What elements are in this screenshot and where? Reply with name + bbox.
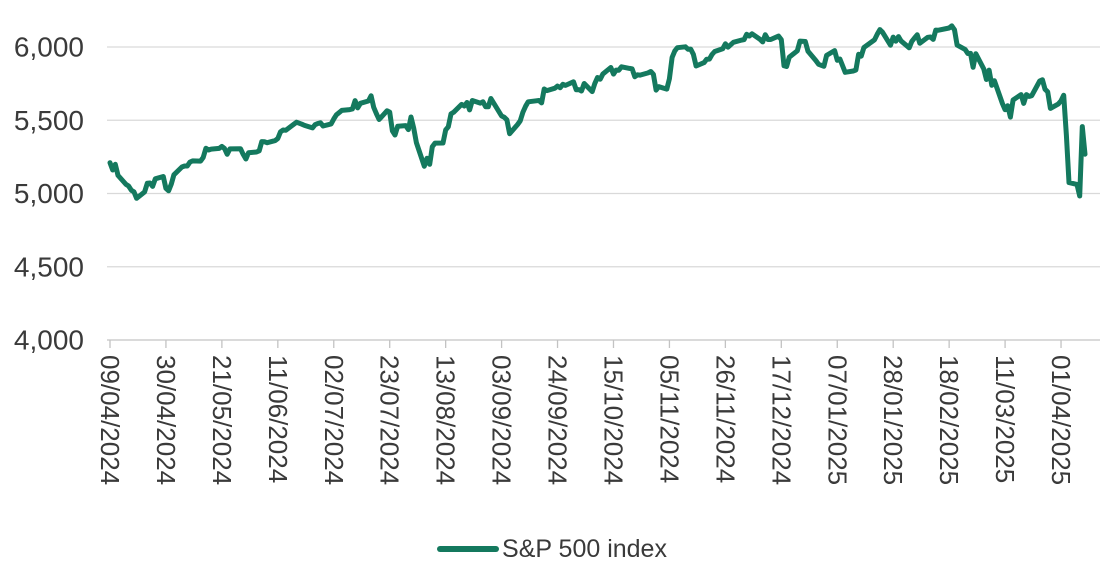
x-axis-label: 13/08/2024 xyxy=(431,355,461,485)
y-axis-label: 5,500 xyxy=(14,105,84,136)
x-axis-label: 24/09/2024 xyxy=(543,355,573,485)
x-axis-label: 05/11/2024 xyxy=(654,355,684,483)
x-axis-label: 09/04/2024 xyxy=(95,355,125,485)
x-axis-label: 26/11/2024 xyxy=(710,355,740,483)
x-axis-label: 21/05/2024 xyxy=(207,355,237,485)
x-axis-label: 07/01/2025 xyxy=(822,355,852,485)
legend-label: S&P 500 index xyxy=(502,534,667,563)
x-axis-label: 02/07/2024 xyxy=(319,355,349,485)
x-axis-label: 03/09/2024 xyxy=(487,355,517,485)
x-axis-label: 11/06/2024 xyxy=(263,355,293,483)
x-axis-label: 15/10/2024 xyxy=(598,355,628,485)
x-axis-label: 18/02/2025 xyxy=(934,355,964,485)
legend-line-swatch xyxy=(437,546,500,552)
x-axis-label: 01/04/2025 xyxy=(1046,355,1076,485)
y-axis-label: 4,500 xyxy=(14,251,84,282)
y-axis-label: 6,000 xyxy=(14,32,84,63)
x-axis-label: 11/03/2025 xyxy=(990,355,1020,483)
x-axis-label: 30/04/2024 xyxy=(151,355,181,485)
chart-plot-area: 4,000 4,500 5,000 5,500 6,000 09/04/2024 30/04… xyxy=(14,23,1100,485)
x-axis-label: 28/01/2025 xyxy=(878,355,908,485)
x-axis-label: 23/07/2024 xyxy=(375,355,405,485)
chart-legend: S&P 500 index xyxy=(0,514,1104,579)
price-line xyxy=(107,23,1088,201)
y-axis-label: 4,000 xyxy=(14,325,84,356)
x-axis-label: 17/12/2024 xyxy=(766,355,796,485)
y-axis-label: 5,000 xyxy=(14,178,84,209)
